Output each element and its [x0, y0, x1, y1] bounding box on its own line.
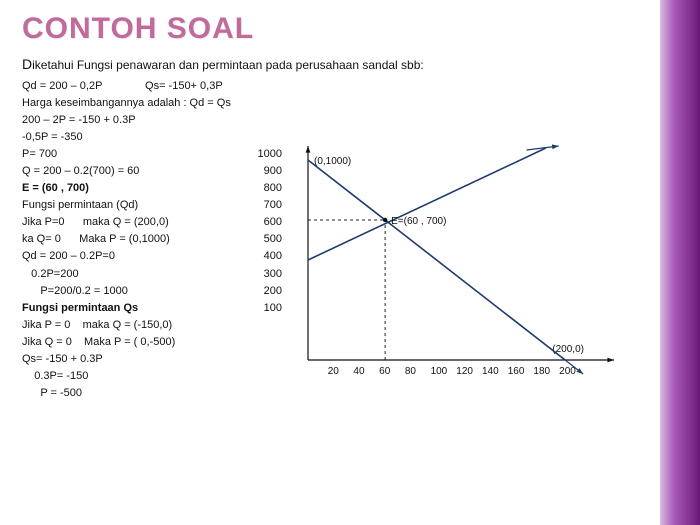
equation-line: 200 – 2P = -150 + 0.3P — [22, 112, 650, 129]
svg-text:140: 140 — [482, 366, 499, 377]
work-line: Fungsi permintaan Qs — [22, 300, 222, 317]
subtitle-text: iketahui Fungsi penawaran dan permintaan… — [32, 58, 424, 72]
work-line: ka Q= 0 Maka P = (0,1000) — [22, 231, 222, 248]
svg-text:E=(60 , 700): E=(60 , 700) — [391, 216, 446, 227]
y-tick-label: 600 — [222, 214, 282, 231]
y-tick-label: 900 — [222, 163, 282, 180]
svg-text:120: 120 — [456, 366, 473, 377]
subtitle-prefix: D — [22, 56, 32, 72]
y-tick-label: 1000 — [222, 146, 282, 163]
svg-text:180: 180 — [533, 366, 550, 377]
svg-text:100: 100 — [431, 366, 448, 377]
y-tick-label: 500 — [222, 231, 282, 248]
work-line: P= 700 — [22, 146, 222, 163]
work-line: Fungsi permintaan (Qd) — [22, 197, 222, 214]
slide-content: CONTOH SOAL Diketahui Fungsi penawaran d… — [22, 12, 650, 402]
y-tick-label: 700 — [222, 197, 282, 214]
work-line: Qs= -150 + 0.3P — [22, 351, 222, 368]
work-line: Jika P=0 maka Q = (200,0) — [22, 214, 222, 231]
svg-text:40: 40 — [353, 366, 365, 377]
work-line: P = -500 — [22, 385, 222, 402]
work-line: 0.3P= -150 — [22, 368, 222, 385]
y-axis-labels: 1000900800700600500400300200100 — [222, 146, 290, 316]
svg-text:200: 200 — [559, 366, 576, 377]
y-tick-label: 400 — [222, 248, 282, 265]
svg-text:(0,1000): (0,1000) — [314, 156, 351, 167]
subtitle: Diketahui Fungsi penawaran dan permintaa… — [22, 56, 650, 72]
svg-text:60: 60 — [379, 366, 391, 377]
equation-line: Harga keseimbangannya adalah : Qd = Qs — [22, 95, 650, 112]
y-tick-label: 200 — [222, 283, 282, 300]
svg-text:80: 80 — [405, 366, 417, 377]
work-line: Jika P = 0 maka Q = (-150,0) — [22, 317, 222, 334]
work-line: Qd = 200 – 0.2P=0 — [22, 248, 222, 265]
equation-line: Qd = 200 – 0,2P Qs= -150+ 0,3P — [22, 78, 650, 95]
svg-text:160: 160 — [508, 366, 525, 377]
top-lines: Qd = 200 – 0,2P Qs= -150+ 0,3PHarga kese… — [22, 78, 650, 146]
y-tick-label: 300 — [222, 266, 282, 283]
side-gradient — [660, 0, 700, 525]
y-tick-label: 100 — [222, 300, 282, 317]
left-column: P= 700Q = 200 – 0.2(700) = 60E = (60 , 7… — [22, 146, 222, 402]
work-line: E = (60 , 700) — [22, 180, 222, 197]
columns: P= 700Q = 200 – 0.2(700) = 60E = (60 , 7… — [22, 146, 650, 402]
work-line: P=200/0.2 = 1000 — [22, 283, 222, 300]
svg-text:20: 20 — [328, 366, 340, 377]
work-line: 0.2P=200 — [22, 266, 222, 283]
work-line: Q = 200 – 0.2(700) = 60 — [22, 163, 222, 180]
y-tick-label: 800 — [222, 180, 282, 197]
equilibrium-chart: (0,1000)(200,0)2040608010012014016018020… — [290, 140, 620, 420]
slide-title: CONTOH SOAL — [22, 12, 650, 46]
work-line: Jika Q = 0 Maka P = ( 0,-500) — [22, 334, 222, 351]
